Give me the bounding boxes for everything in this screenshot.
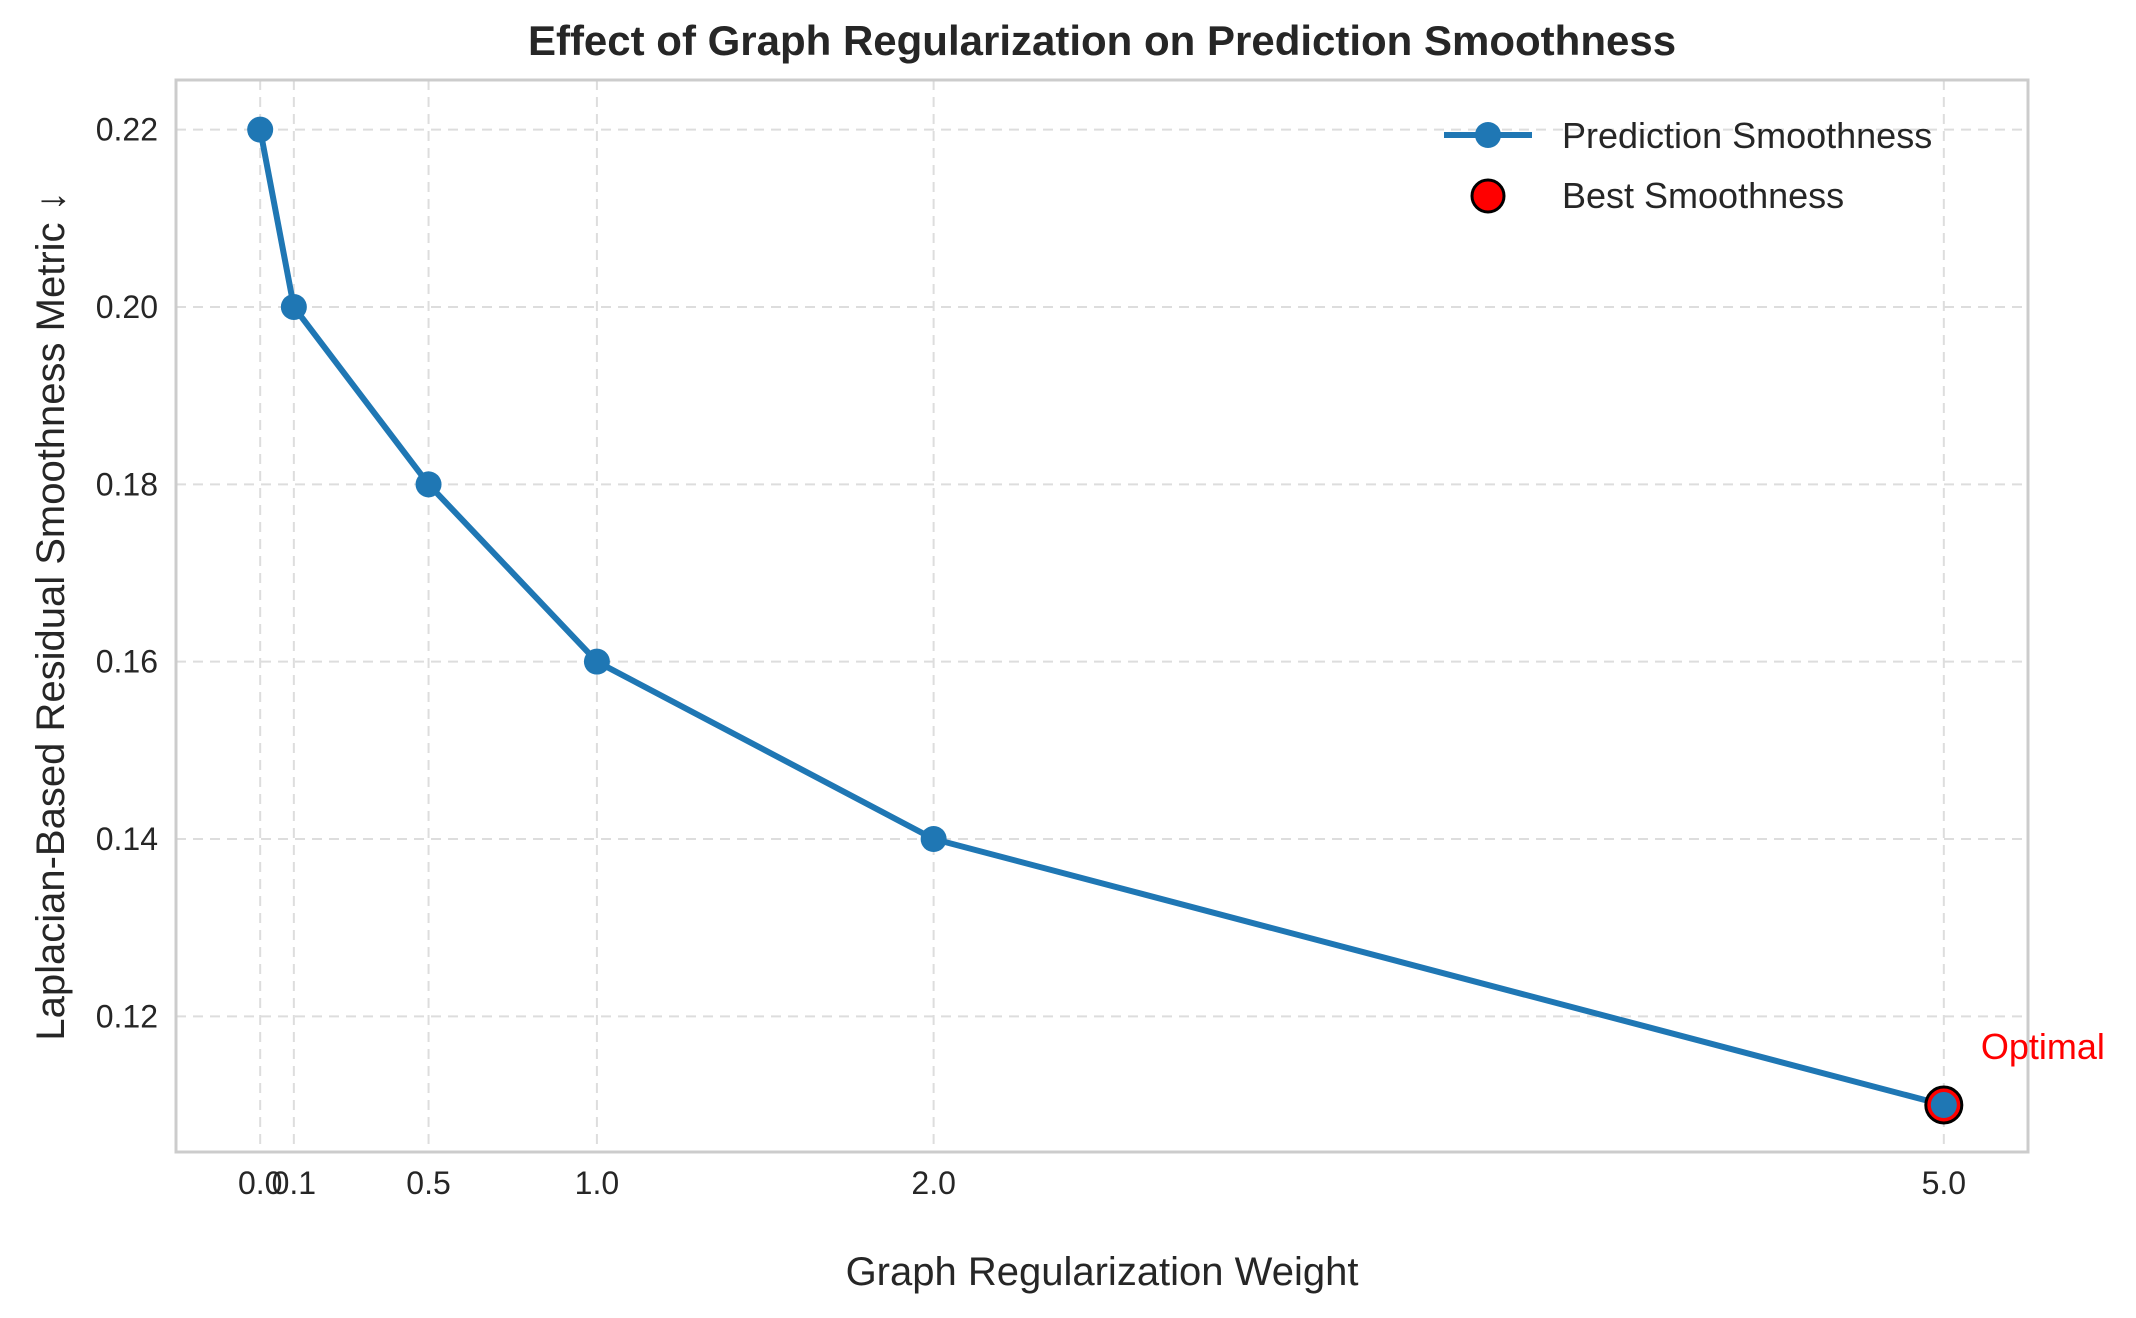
optimal-annotation: Optimal <box>1981 1026 2105 1067</box>
series-point <box>415 471 442 498</box>
chart-title: Effect of Graph Regularization on Predic… <box>528 17 1676 64</box>
grid-lines <box>176 80 2028 1152</box>
y-tick-label: 0.18 <box>96 466 158 502</box>
y-tick-label: 0.16 <box>96 644 158 680</box>
x-tick-label: 0.1 <box>272 1165 316 1201</box>
y-tick-label: 0.20 <box>96 289 158 325</box>
series-point <box>1930 1092 1957 1119</box>
legend-best-swatch <box>1470 178 1506 214</box>
legend-marker-swatch <box>1475 122 1501 148</box>
x-tick-label: 2.0 <box>911 1165 955 1201</box>
series-point <box>920 826 947 853</box>
legend-label-prediction: Prediction Smoothness <box>1562 115 1932 156</box>
y-tick-label: 0.22 <box>96 112 158 148</box>
series-line-prediction-smoothness <box>257 126 1947 1109</box>
x-tick-label: 0.0 <box>238 1165 282 1201</box>
x-tick-label: 5.0 <box>1922 1165 1966 1201</box>
y-axis-label: Laplacian-Based Residual Smoothness Metr… <box>29 191 73 1040</box>
y-axis-ticks: 0.12 0.14 0.16 0.18 0.20 0.22 <box>96 112 158 1035</box>
y-tick-label: 0.12 <box>96 998 158 1034</box>
legend-label-best: Best Smoothness <box>1562 175 1844 216</box>
y-tick-label: 0.14 <box>96 821 158 857</box>
x-axis-label: Graph Regularization Weight <box>846 1250 1359 1294</box>
series-point <box>247 116 274 143</box>
x-tick-label: 1.0 <box>575 1165 619 1201</box>
x-axis-ticks: 0.00.1 0.5 1.0 2.0 5.0 <box>238 1165 1966 1201</box>
series-layer <box>247 116 1964 1125</box>
series-point <box>280 293 307 320</box>
x-tick-label: 0.5 <box>406 1165 450 1201</box>
plot-frame <box>174 78 2030 1154</box>
series-point <box>583 648 610 675</box>
legend: Prediction Smoothness Best Smoothness <box>1444 115 1932 216</box>
